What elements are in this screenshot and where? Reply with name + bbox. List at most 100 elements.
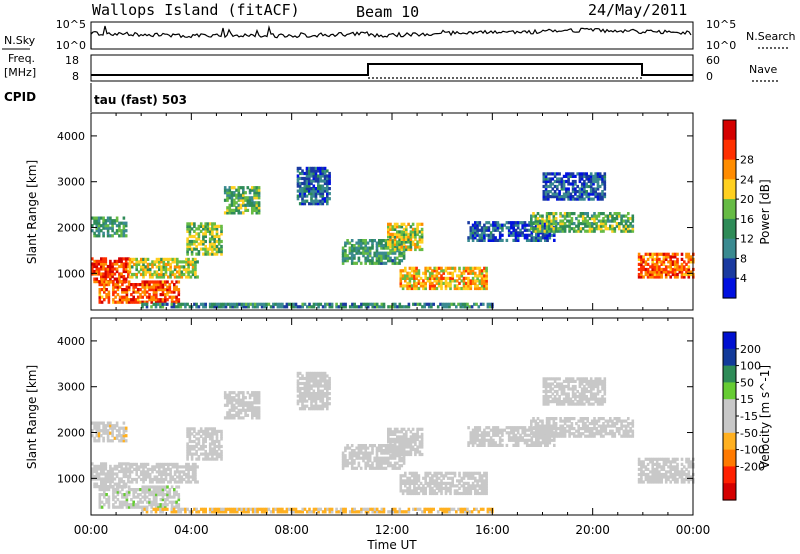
power-cell	[314, 192, 318, 196]
power-cell	[601, 190, 604, 194]
velocity-cell	[449, 476, 452, 480]
velocity-cell	[91, 477, 94, 481]
power-cell	[587, 192, 591, 196]
velocity-cell	[328, 381, 331, 386]
power-cell	[326, 184, 329, 188]
power-cell	[191, 272, 195, 277]
power-cell	[362, 239, 365, 243]
velocity-cell	[471, 428, 475, 432]
power-cell	[578, 192, 582, 196]
velocity-cell	[95, 474, 99, 479]
power-cell	[400, 237, 404, 241]
velocity-cell	[523, 431, 527, 435]
velocity-cell	[317, 384, 320, 388]
velocity-cell	[157, 485, 160, 489]
power-cell	[485, 271, 488, 275]
velocity-cell	[402, 447, 406, 452]
power-cell	[581, 212, 585, 216]
power-cell	[604, 219, 608, 223]
velocity-cell	[410, 481, 414, 485]
power-cell	[308, 189, 311, 193]
power-cell	[188, 247, 192, 251]
power-cell	[594, 172, 597, 176]
velocity-cell	[498, 431, 502, 435]
velocity-cell	[408, 479, 412, 483]
power-cell	[653, 275, 657, 279]
velocity-cell	[532, 427, 535, 431]
velocity-cell	[317, 379, 320, 383]
power-cell	[562, 179, 566, 184]
power-cell	[586, 212, 589, 216]
velocity-cell	[230, 401, 234, 405]
freq-right-tick-top: 60	[706, 54, 720, 67]
power-cell	[581, 217, 585, 221]
power-cell	[544, 195, 548, 199]
power-cell	[308, 171, 311, 176]
power-cell	[485, 226, 488, 230]
velocity-cell	[153, 465, 157, 469]
power-cell	[321, 189, 325, 193]
power-cell	[532, 212, 535, 216]
power-cell	[547, 192, 550, 196]
power-cell	[449, 279, 452, 283]
power-cell	[317, 181, 320, 186]
power-cell	[122, 216, 126, 220]
power-cell	[357, 246, 361, 250]
velocity-cell	[142, 465, 145, 469]
velocity-cell	[139, 498, 142, 502]
power-cell	[328, 179, 331, 183]
velocity-cell	[581, 419, 585, 423]
power-cell	[194, 257, 197, 261]
velocity-cell	[111, 429, 114, 433]
power-cell	[669, 255, 672, 259]
velocity-cell	[431, 474, 434, 478]
power-cell	[251, 198, 254, 202]
velocity-cell	[426, 484, 430, 488]
velocity-echo-region	[542, 377, 607, 406]
power-cell	[296, 184, 300, 188]
velocity-cell	[382, 451, 386, 455]
power-cell	[167, 257, 170, 261]
power-cell	[317, 176, 320, 181]
power-cell	[244, 196, 247, 200]
power-cell	[102, 224, 105, 228]
power-cell	[314, 174, 318, 178]
power-cell	[208, 302, 212, 306]
power-cell	[476, 276, 479, 280]
velocity-cell	[120, 426, 123, 430]
velocity-cell	[95, 482, 99, 486]
velocity-cell	[480, 476, 484, 480]
velocity-cell	[124, 485, 128, 489]
velocity-cell	[215, 444, 219, 449]
power-cell	[112, 300, 115, 304]
power-cell	[157, 285, 160, 289]
power-cell	[118, 300, 122, 304]
power-cell	[185, 270, 188, 274]
power-cell	[606, 219, 610, 223]
power-cell	[112, 283, 115, 287]
power-cell	[435, 281, 439, 285]
power-cell	[213, 305, 216, 309]
power-cell	[118, 257, 121, 261]
velocity-cell	[102, 439, 105, 443]
power-cell	[401, 274, 405, 278]
power-cell	[407, 305, 411, 309]
power-cell	[544, 221, 547, 225]
power-cell	[512, 221, 515, 225]
power-cell	[91, 272, 94, 276]
velocity-cell	[428, 479, 432, 483]
velocity-cell	[483, 433, 486, 437]
power-cell	[136, 298, 140, 302]
velocity-cell	[563, 427, 567, 431]
velocity-cell	[545, 419, 549, 423]
power-cell	[530, 223, 534, 227]
power-cell	[227, 302, 230, 306]
velocity-cell	[541, 432, 544, 436]
power-cell	[158, 257, 161, 261]
velocity-cell	[563, 422, 567, 426]
power-cell	[637, 255, 641, 259]
power-cell	[680, 272, 684, 277]
power-cell	[664, 255, 668, 259]
velocity-cell	[193, 427, 196, 431]
velocity-cell	[534, 427, 538, 431]
